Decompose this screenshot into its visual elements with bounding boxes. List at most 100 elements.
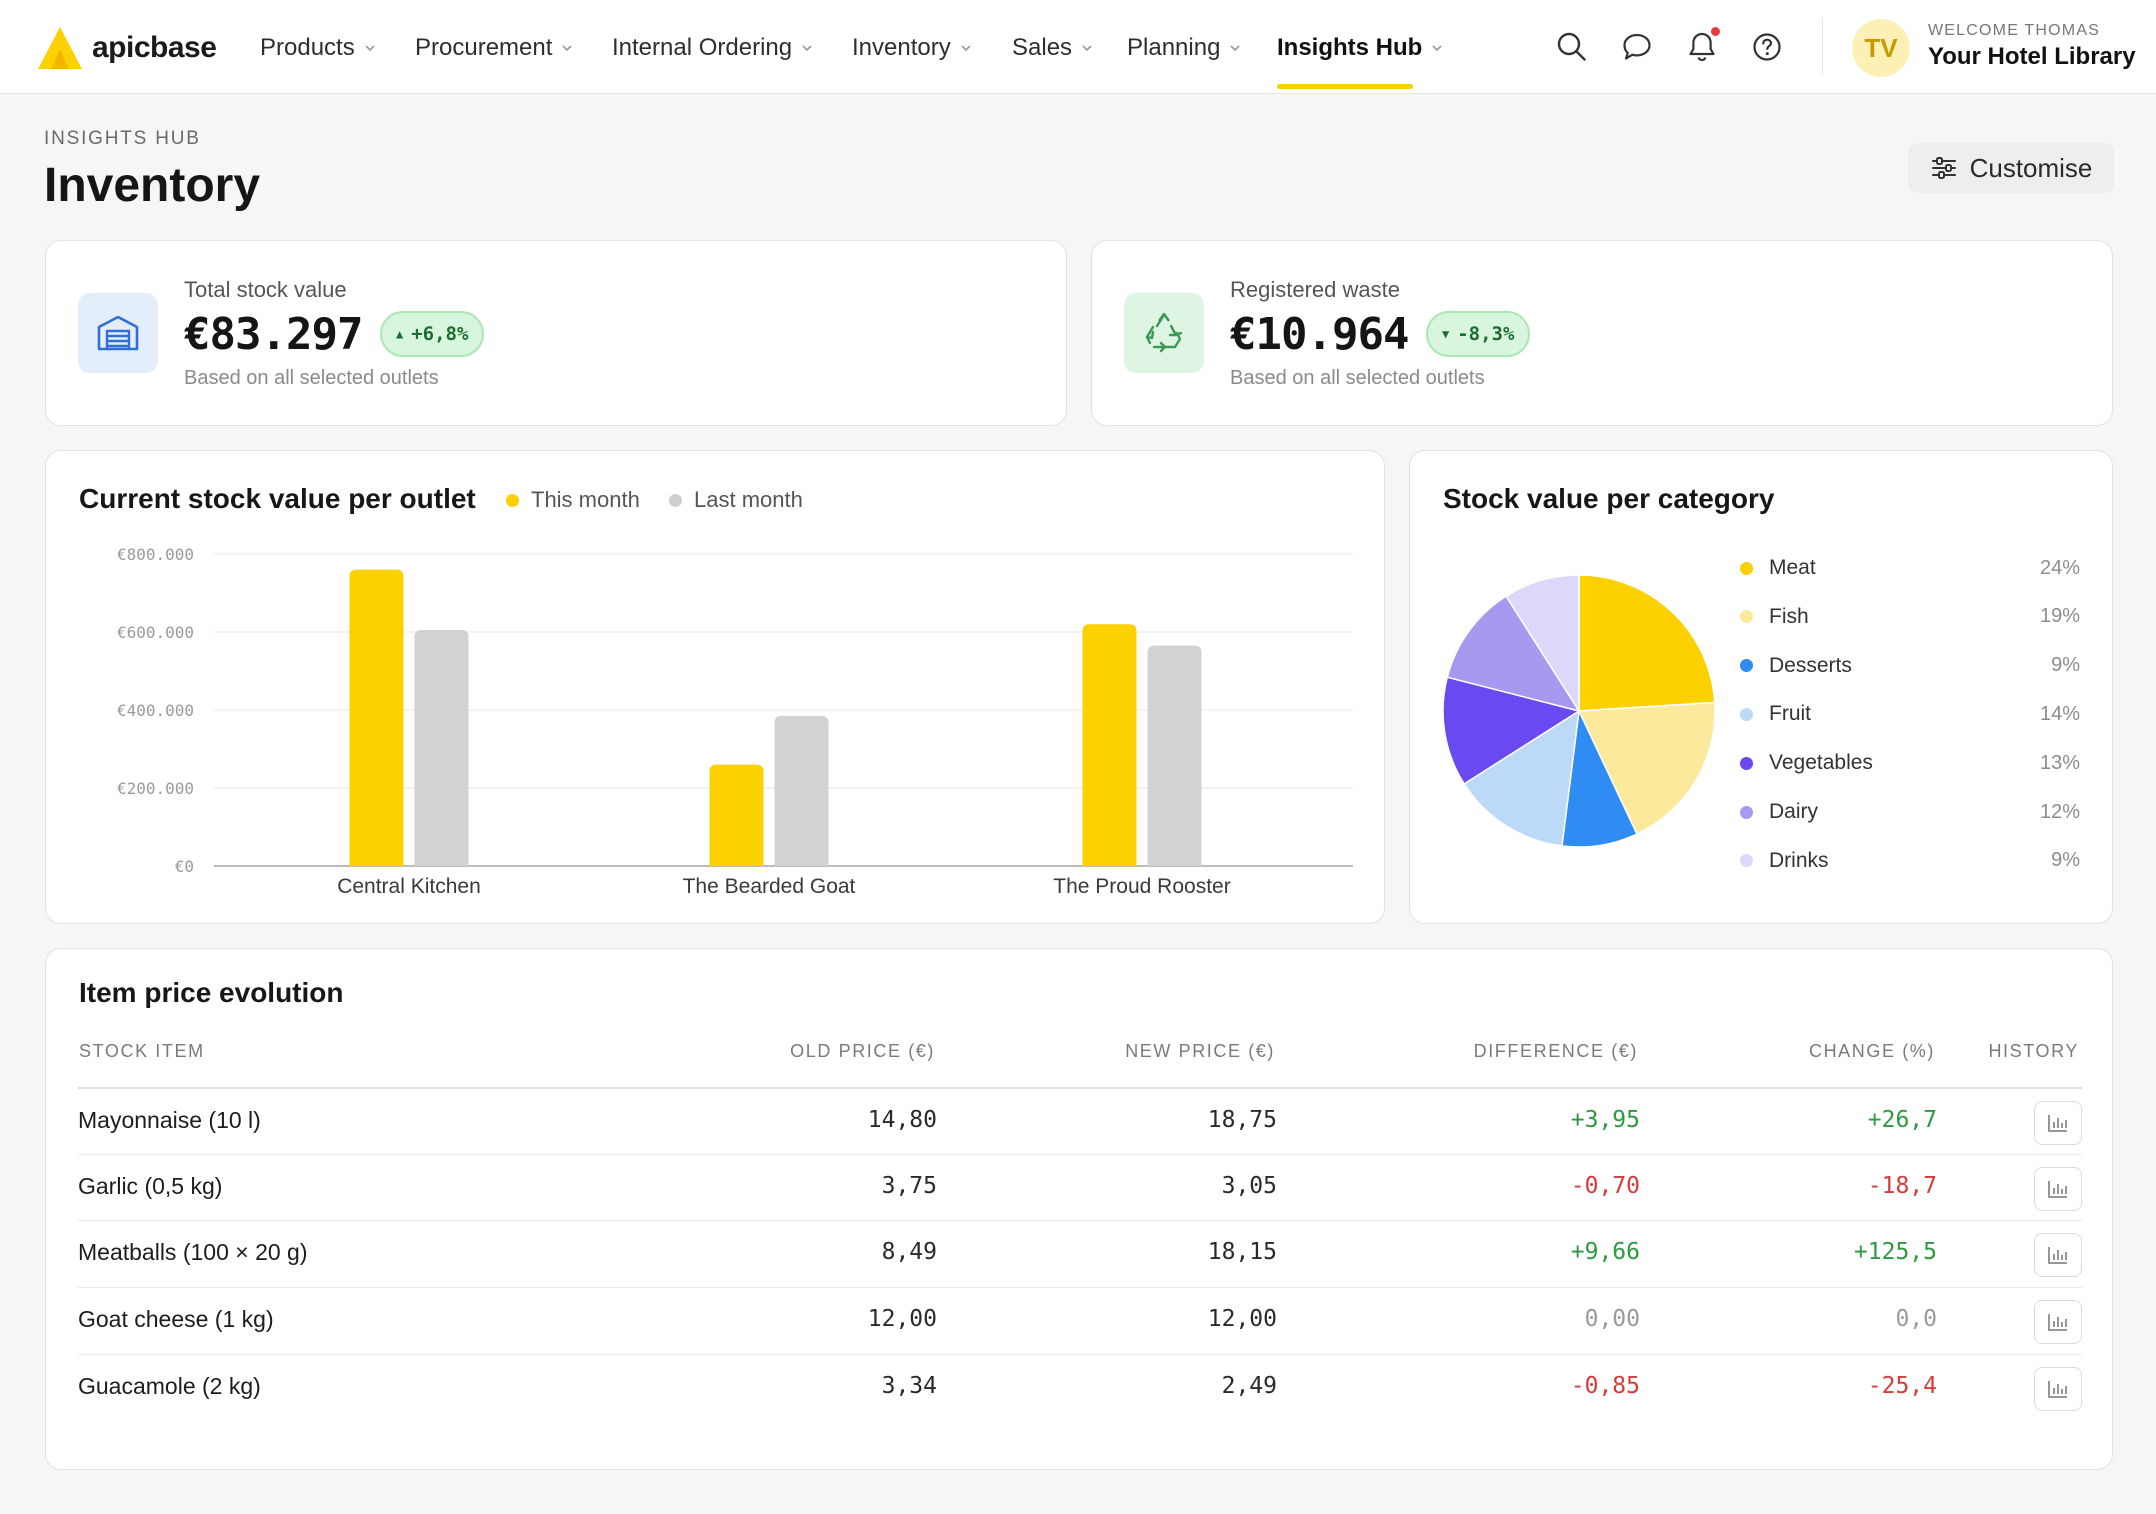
legend-label: Vegetables xyxy=(1769,751,1873,775)
kpi-value: €10.964 xyxy=(1230,309,1409,360)
chevron-down-icon xyxy=(562,45,572,52)
stock-value-per-outlet-card: Current stock value per outlet This mont… xyxy=(45,450,1385,924)
cell-diff: +3,95 xyxy=(1570,1107,1640,1133)
avatar[interactable]: TV xyxy=(1852,19,1910,77)
pie-slice-drinks[interactable] xyxy=(1505,574,1580,714)
cell-diff: -0,70 xyxy=(1570,1172,1640,1199)
nav-insights-hub[interactable]: Insights Hub xyxy=(1277,30,1443,66)
bar-this-month[interactable] xyxy=(349,569,404,866)
pie-legend-item-fruit[interactable]: Fruit 14% xyxy=(1740,699,2080,729)
search-icon[interactable] xyxy=(1555,30,1589,64)
nav-planning[interactable]: Planning xyxy=(1127,30,1241,66)
column-header-old-price[interactable]: OLD PRICE (€) xyxy=(790,1041,935,1061)
kpi-change-value: -8,3% xyxy=(1457,323,1515,345)
y-tick-label: €600.000 xyxy=(117,623,194,642)
bell-icon[interactable] xyxy=(1685,30,1719,64)
nav-internal-ordering[interactable]: Internal Ordering xyxy=(612,30,813,66)
bar-this-month[interactable] xyxy=(709,764,764,866)
history-button[interactable] xyxy=(2034,1233,2082,1278)
cell-old: 14,80 xyxy=(867,1107,937,1133)
cell-stock-item: Meatballs (100 × 20 g) xyxy=(78,1239,308,1266)
apicbase-logo-icon xyxy=(38,27,82,69)
stock-value-per-category-card: Stock value per category Meat 24% Fish 19% D… xyxy=(1409,450,2113,924)
nav-procurement[interactable]: Procurement xyxy=(415,30,573,66)
bar-last-month[interactable] xyxy=(774,715,829,866)
nav-products-label: Products xyxy=(260,34,355,61)
pie-slice-meat[interactable] xyxy=(1578,574,1716,712)
nav-procurement-label: Procurement xyxy=(415,34,553,61)
y-tick-label: €800.000 xyxy=(117,545,194,564)
history-button[interactable] xyxy=(2034,1101,2082,1145)
cell-change: +26,7 xyxy=(1867,1107,1937,1133)
column-header-stock-item[interactable]: STOCK ITEM xyxy=(79,1041,205,1061)
nav-inventory[interactable]: Inventory xyxy=(852,30,972,66)
cell-new: 3,05 xyxy=(1221,1172,1277,1199)
cell-change: +125,5 xyxy=(1853,1239,1937,1266)
cell-new: 18,15 xyxy=(1207,1239,1277,1266)
kpi-value: €83.297 xyxy=(184,309,363,360)
pie-slice-vegetables[interactable] xyxy=(1442,676,1581,785)
table-row[interactable]: Meatballs (100 × 20 g) 8,49 18,15 +9,66 +125… xyxy=(78,1220,2082,1286)
x-tick-label: Central Kitchen xyxy=(337,875,481,898)
nav-sales[interactable]: Sales xyxy=(1012,30,1093,66)
kpi-change-badge: ▲ +6,8% xyxy=(380,311,485,357)
notification-dot xyxy=(1711,27,1720,36)
bar-chart-icon xyxy=(2048,1115,2067,1132)
table-row[interactable]: Guacamole (2 kg) 3,34 2,49 -0,85 -25,4 xyxy=(78,1353,2082,1420)
legend-percentage: 24% xyxy=(2039,556,2080,579)
brand-logo[interactable]: apicbase xyxy=(36,24,217,72)
column-header-change[interactable]: CHANGE (%) xyxy=(1808,1041,1935,1061)
cell-change: -25,4 xyxy=(1867,1372,1937,1399)
nav-products[interactable]: Products xyxy=(260,30,376,66)
column-header-new-price[interactable]: NEW PRICE (€) xyxy=(1125,1041,1275,1061)
legend-swatch xyxy=(1740,707,1753,721)
pie-legend-item-drinks[interactable]: Drinks 9% xyxy=(1740,846,2080,876)
cell-diff: 0,00 xyxy=(1584,1306,1640,1333)
bar-last-month[interactable] xyxy=(414,630,469,866)
bar-last-month[interactable] xyxy=(1147,645,1202,866)
kpi-change-value: +6,8% xyxy=(411,323,469,345)
table-row[interactable]: Mayonnaise (10 l) 14,80 18,75 +3,95 +26,7 xyxy=(78,1087,2082,1153)
pie-slice-dairy[interactable] xyxy=(1446,595,1581,713)
legend-label: Fruit xyxy=(1769,702,1811,726)
arrow-up-icon: ▲ xyxy=(396,327,404,341)
table-row[interactable]: Goat cheese (1 kg) 12,00 12,00 0,00 0,0 xyxy=(78,1287,2082,1353)
pie-legend-item-desserts[interactable]: Desserts 9% xyxy=(1740,651,2080,681)
history-button[interactable] xyxy=(2034,1166,2082,1211)
legend-percentage: 9% xyxy=(2051,654,2080,677)
cell-diff: -0,85 xyxy=(1570,1372,1640,1399)
column-header-difference[interactable]: DIFFERENCE (€) xyxy=(1473,1041,1638,1061)
legend-swatch xyxy=(1740,610,1753,624)
sliders-icon xyxy=(1931,157,1956,179)
chevron-down-icon xyxy=(802,45,812,52)
table-row[interactable]: Garlic (0,5 kg) 3,75 3,05 -0,70 -18,7 xyxy=(78,1153,2082,1220)
legend-this-month[interactable]: This month xyxy=(506,487,640,513)
pie-legend-item-vegetables[interactable]: Vegetables 13% xyxy=(1740,748,2080,778)
nav-planning-label: Planning xyxy=(1127,34,1221,61)
cell-old: 3,34 xyxy=(881,1372,937,1399)
legend-label: Meat xyxy=(1769,556,1816,579)
legend-swatch xyxy=(1740,659,1753,673)
cell-new: 12,00 xyxy=(1207,1306,1277,1333)
pie-chart xyxy=(1442,574,1716,848)
item-price-evolution-card: Item price evolution STOCK ITEM OLD PRIC… xyxy=(45,948,2113,1470)
pie-legend-item-fish[interactable]: Fish 19% xyxy=(1740,602,2080,632)
cell-old: 8,49 xyxy=(881,1239,937,1266)
kpi-card-registered-waste: Registered waste €10.964 ▼ -8,3% Based o… xyxy=(1091,240,2113,426)
column-header-history: HISTORY xyxy=(1988,1041,2079,1061)
pie-legend-item-meat[interactable]: Meat 24% xyxy=(1740,553,2080,583)
account-name[interactable]: Your Hotel Library xyxy=(1928,43,2136,70)
help-icon[interactable] xyxy=(1750,30,1784,64)
brand-name: apicbase xyxy=(92,31,217,64)
bar-this-month[interactable] xyxy=(1082,624,1137,866)
pie-slice-fruit[interactable] xyxy=(1463,709,1580,847)
pie-slice-fish[interactable] xyxy=(1577,701,1716,836)
history-button[interactable] xyxy=(2034,1300,2082,1345)
chat-icon[interactable] xyxy=(1620,30,1654,64)
legend-last-month[interactable]: Last month xyxy=(669,487,803,513)
nav-sales-label: Sales xyxy=(1012,34,1073,61)
history-button[interactable] xyxy=(2034,1366,2082,1411)
pie-legend-item-dairy[interactable]: Dairy 12% xyxy=(1740,797,2080,827)
customise-button[interactable]: Customise xyxy=(1908,143,2114,193)
arrow-down-icon: ▼ xyxy=(1442,327,1450,341)
